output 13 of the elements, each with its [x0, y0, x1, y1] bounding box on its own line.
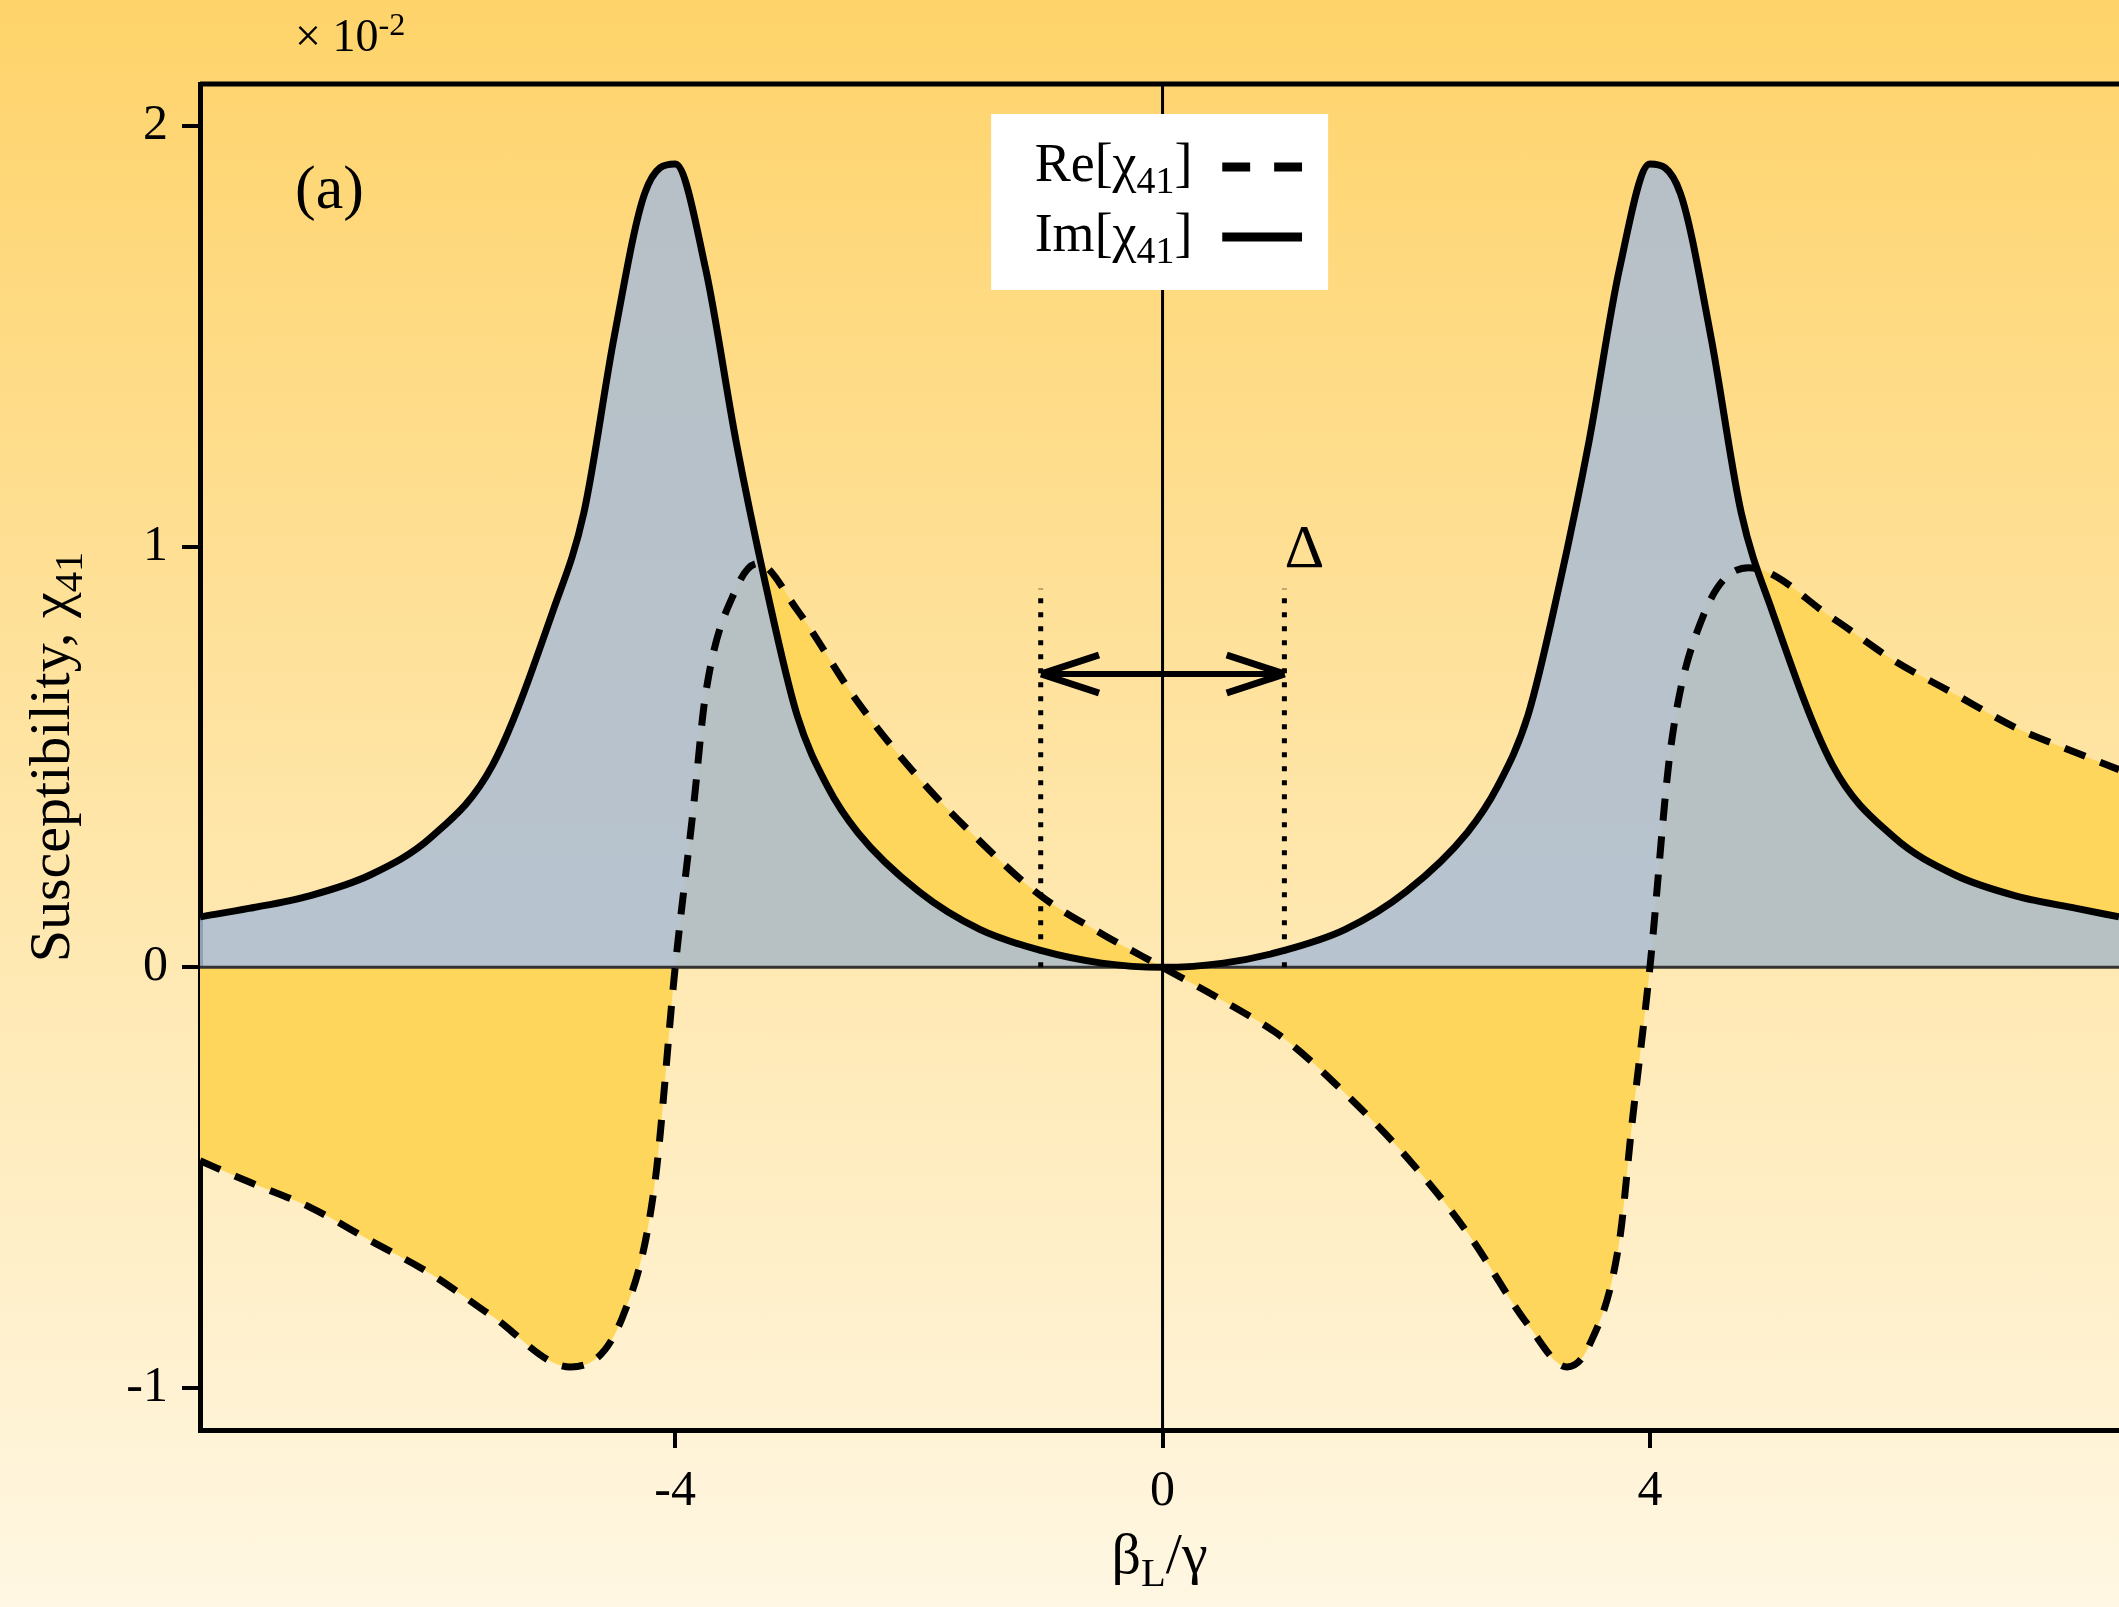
x-tick-label: -4	[654, 1460, 697, 1517]
legend-label: Re[χ$_{41}$]	[1034, 132, 1193, 202]
y-tick-label: 1	[143, 514, 168, 571]
text: × 10$^{-2}$	[295, 6, 406, 62]
legend-label: Im[χ$_{41}$]	[1034, 202, 1193, 272]
x-tick-label: 4	[1637, 1460, 1663, 1517]
y-tick-label: 2	[143, 94, 168, 151]
ref-line-label: Δ	[1284, 511, 1325, 580]
y-tick-label: 0	[143, 935, 168, 992]
x-axis-title: β$_{L}$/γ	[1111, 1521, 1208, 1595]
annotation: (a)	[295, 153, 364, 221]
x-tick-label: 0	[1150, 1460, 1176, 1517]
y-tick-label: -1	[126, 1356, 168, 1413]
